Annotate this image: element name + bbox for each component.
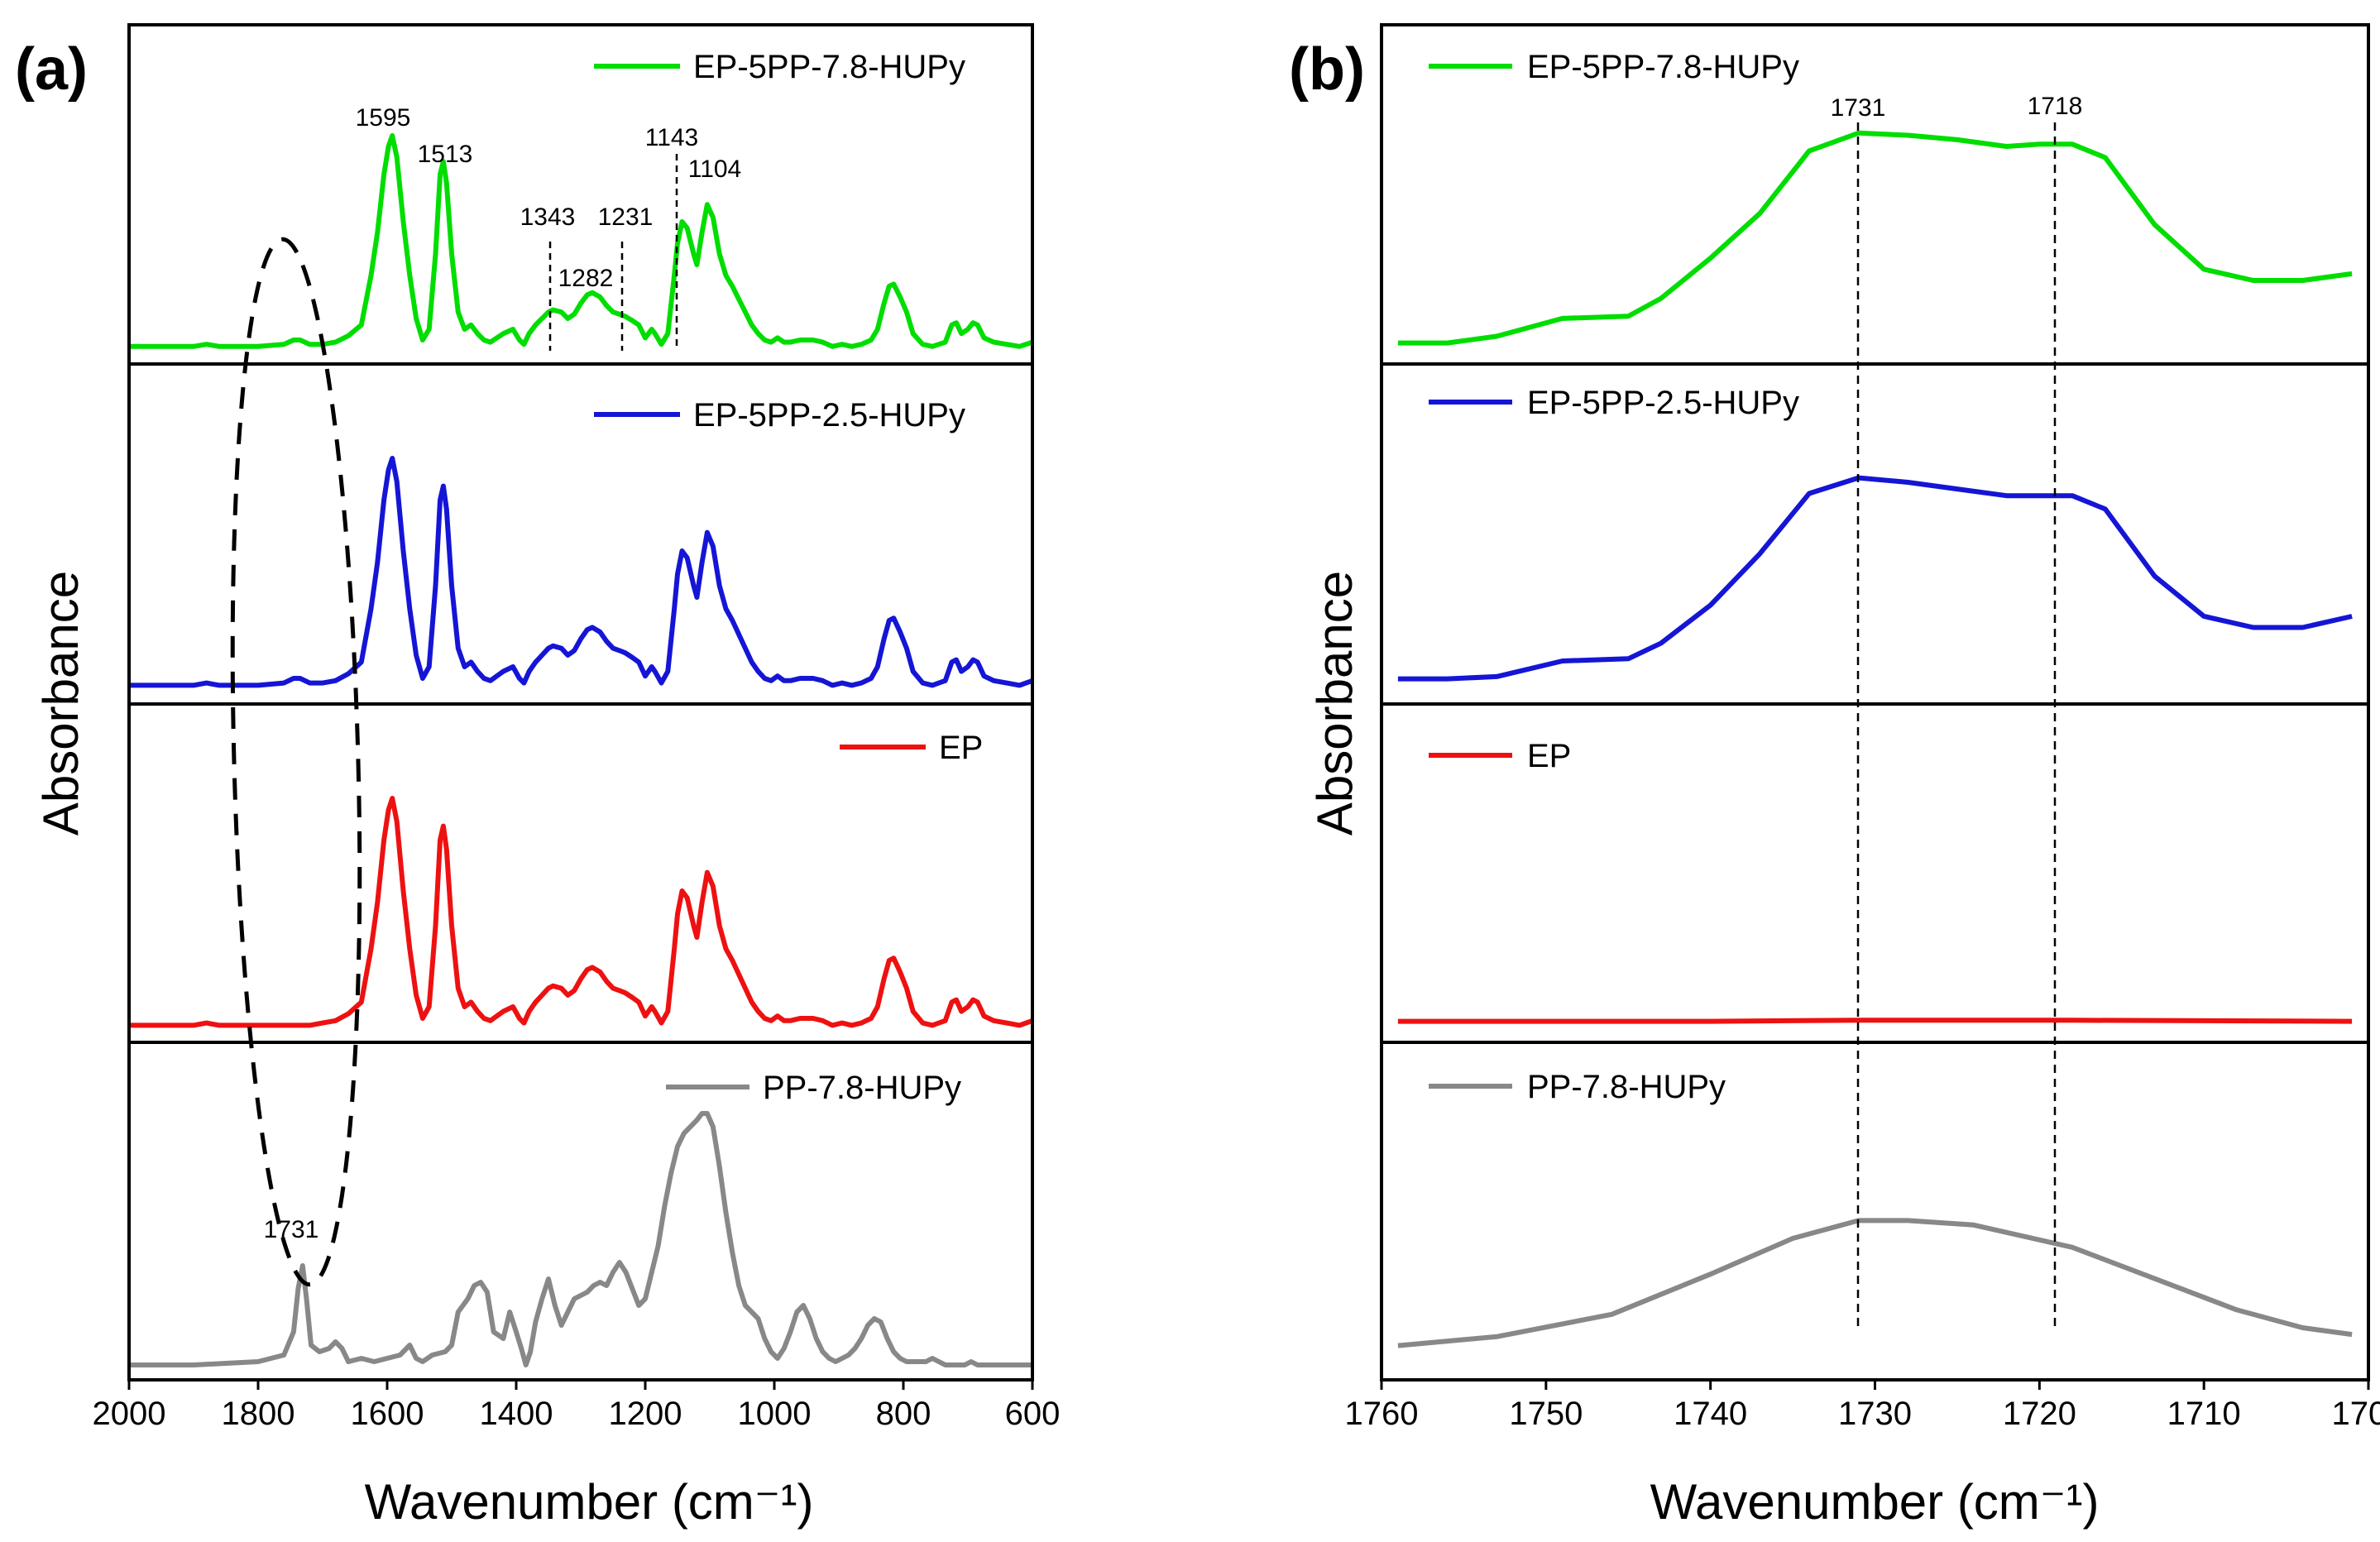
panel-a-y-axis-label: Absorbance (33, 571, 89, 836)
x-tick-label-a-800: 800 (876, 1396, 931, 1432)
panel-a-plot-area (129, 133, 1032, 1367)
legend-b-label-3: PP-7.8-HUPy (1527, 1069, 1726, 1105)
panel-a-frame (127, 23, 1034, 1382)
series-a-ep (129, 796, 1032, 1028)
series-b-ep-5pp-2.5-hupy (1397, 475, 2353, 682)
x-tick-label-b-1730: 1730 (1838, 1396, 1912, 1432)
legend-a-ep-5pp-2.5-hupy: EP-5PP-2.5-HUPy (594, 397, 965, 433)
annotation-1143: 1143 (645, 124, 699, 151)
panel-b-y-axis-label: Absorbance (1307, 571, 1362, 836)
panel-b-x-ticks: 1760 1750 1740 1730 1720 1710 1700 (1345, 1380, 2380, 1432)
legend-a-pp-7.8-hupy: PP-7.8-HUPy (666, 1070, 961, 1106)
annotation-1231: 1231 (598, 204, 654, 231)
series-a-pp-7.8-hupy-line (129, 1111, 1032, 1367)
legend-a-ep-5pp-7.8-hupy: EP-5PP-7.8-HUPy (594, 49, 965, 85)
annotation-1513: 1513 (418, 141, 473, 168)
panel-b-label: (b) (1289, 36, 1365, 103)
series-a-ep-5pp-7.8-hupy-line (129, 133, 1032, 349)
x-tick-label-a-1600: 1600 (351, 1396, 424, 1432)
legend-b-ep: EP (1429, 738, 1571, 774)
series-b-ep-5pp-7.8-hupy-line (1397, 130, 2353, 346)
legend-a-ep: EP (840, 730, 983, 766)
x-tick-label-b-1700: 1700 (2332, 1396, 2380, 1432)
series-b-ep (1397, 1018, 2353, 1024)
legend-a-label-2: EP (939, 730, 983, 766)
legend-a-label-0: EP-5PP-7.8-HUPy (693, 49, 965, 85)
series-a-ep-line (129, 796, 1032, 1028)
x-tick-label-b-1760: 1760 (1345, 1396, 1419, 1432)
annotation-1104: 1104 (688, 156, 742, 183)
legend-a-label-1: EP-5PP-2.5-HUPy (693, 397, 965, 433)
x-tick-label-a-600: 600 (1005, 1396, 1061, 1432)
annotation-1718-b: 1718 (2028, 93, 2083, 120)
x-tick-label-a-1200: 1200 (609, 1396, 682, 1432)
panel-b: (b) EP-5PP-7.8-HUPy EP-5PP-2.5-HUPy EP (1289, 23, 2380, 1530)
legend-b-label-1: EP-5PP-2.5-HUPy (1527, 385, 1799, 421)
legend-b-ep-5pp-7.8-hupy: EP-5PP-7.8-HUPy (1429, 49, 1799, 85)
series-a-ep-5pp-7.8-hupy (129, 133, 1032, 349)
panel-a-x-ticks: 2000 1800 1600 1400 1200 1000 800 600 (93, 1380, 1061, 1432)
series-a-ep-5pp-2.5-hupy-line (129, 456, 1032, 688)
x-tick-label-b-1750: 1750 (1509, 1396, 1583, 1432)
annotation-1343: 1343 (520, 204, 576, 231)
highlight-ellipse (230, 237, 362, 1287)
x-tick-label-a-1000: 1000 (738, 1396, 812, 1432)
series-b-ep-5pp-7.8-hupy (1397, 130, 2353, 346)
x-tick-label-a-1400: 1400 (480, 1396, 553, 1432)
series-a-ep-5pp-2.5-hupy (129, 456, 1032, 688)
panel-b-plot-area (1397, 122, 2353, 1348)
x-tick-label-a-1800: 1800 (222, 1396, 295, 1432)
series-b-pp-7.8-hupy-line (1397, 1218, 2353, 1348)
annotation-1282: 1282 (558, 265, 614, 292)
panel-a: (a) EP-5PP-7.8-HUPy EP-5PP-2.5-HUPy (15, 23, 1061, 1530)
series-b-ep-5pp-2.5-hupy-line (1397, 475, 2353, 682)
x-tick-label-b-1720: 1720 (2003, 1396, 2076, 1432)
panel-a-x-axis-label: Wavenumber (cm⁻¹) (365, 1474, 814, 1530)
panel-a-label: (a) (15, 36, 88, 103)
legend-b-label-2: EP (1527, 738, 1571, 774)
series-b-pp-7.8-hupy (1397, 1218, 2353, 1348)
x-tick-label-a-2000: 2000 (93, 1396, 166, 1432)
legend-a-label-3: PP-7.8-HUPy (763, 1070, 961, 1106)
x-tick-label-b-1710: 1710 (2167, 1396, 2241, 1432)
series-a-pp-7.8-hupy (129, 1111, 1032, 1367)
annotation-1731-a: 1731 (264, 1216, 319, 1243)
series-b-ep-line (1397, 1018, 2353, 1024)
panel-b-x-axis-label: Wavenumber (cm⁻¹) (1650, 1474, 2100, 1530)
annotation-1731-b: 1731 (1831, 94, 1886, 122)
x-tick-label-b-1740: 1740 (1674, 1396, 1747, 1432)
annotation-1595: 1595 (356, 104, 411, 132)
legend-b-pp-7.8-hupy: PP-7.8-HUPy (1429, 1069, 1726, 1105)
legend-b-ep-5pp-2.5-hupy: EP-5PP-2.5-HUPy (1429, 385, 1799, 421)
legend-b-label-0: EP-5PP-7.8-HUPy (1527, 49, 1799, 85)
